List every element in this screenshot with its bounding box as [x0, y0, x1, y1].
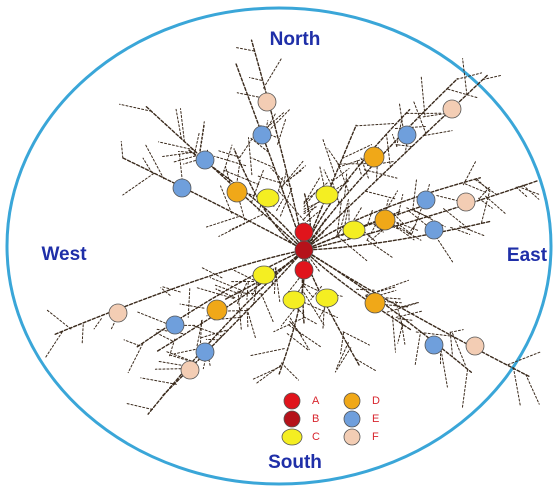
legend-swatch [344, 429, 360, 445]
boundary [7, 8, 551, 484]
node [295, 261, 313, 279]
node [343, 221, 365, 239]
node [443, 100, 461, 118]
node [253, 126, 271, 144]
north-label: North [270, 29, 321, 50]
legend-swatch [284, 411, 300, 427]
node [425, 336, 443, 354]
legend-swatch [344, 393, 360, 409]
east-label: East [507, 245, 548, 266]
legend-label: B [312, 413, 319, 425]
node [375, 210, 395, 230]
node [295, 223, 313, 241]
node [398, 126, 416, 144]
node [181, 361, 199, 379]
legend-label: E [372, 413, 379, 425]
node [365, 293, 385, 313]
diagram: North West East South ABC DEF [0, 0, 558, 487]
node [253, 266, 275, 284]
node [295, 241, 313, 259]
node [196, 151, 214, 169]
node [283, 291, 305, 309]
node [109, 304, 127, 322]
node [173, 179, 191, 197]
node [316, 186, 338, 204]
south-label: South [268, 452, 322, 473]
node [457, 193, 475, 211]
node [417, 191, 435, 209]
node [227, 182, 247, 202]
node [425, 221, 443, 239]
legend-label: A [312, 395, 320, 407]
node [196, 343, 214, 361]
node [316, 289, 338, 307]
node [166, 316, 184, 334]
west-label: West [41, 244, 87, 265]
legend-swatch [282, 429, 302, 445]
node [207, 300, 227, 320]
legend-swatch [284, 393, 300, 409]
legend-swatch [344, 411, 360, 427]
twig [526, 374, 539, 404]
twig [513, 368, 520, 406]
legend-label: C [312, 431, 320, 443]
legend-label: D [372, 395, 380, 407]
node [257, 189, 279, 207]
node [466, 337, 484, 355]
node [258, 93, 276, 111]
node [364, 147, 384, 167]
legend-label: F [372, 431, 379, 443]
